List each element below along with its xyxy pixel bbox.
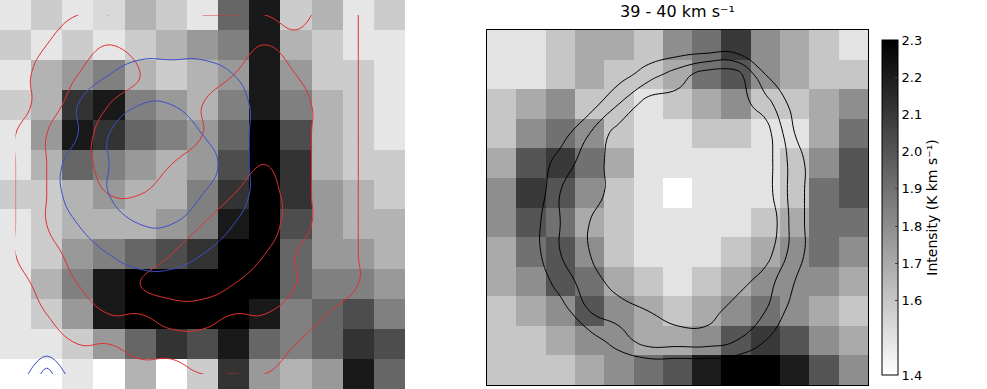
svg-text:1.8: 1.8 xyxy=(902,219,923,234)
svg-text:2.1: 2.1 xyxy=(902,107,923,122)
svg-text:1.7: 1.7 xyxy=(902,256,923,271)
svg-text:Intensity (K km s⁻¹): Intensity (K km s⁻¹) xyxy=(924,139,940,275)
svg-text:1.6: 1.6 xyxy=(902,293,923,308)
svg-text:2.3: 2.3 xyxy=(902,33,923,48)
svg-text:2.0: 2.0 xyxy=(902,144,923,159)
svg-text:1.9: 1.9 xyxy=(902,181,923,196)
svg-text:2.2: 2.2 xyxy=(902,70,923,85)
svg-text:39 - 40 km s⁻¹: 39 - 40 km s⁻¹ xyxy=(620,2,735,21)
svg-text:1.4: 1.4 xyxy=(902,368,923,383)
